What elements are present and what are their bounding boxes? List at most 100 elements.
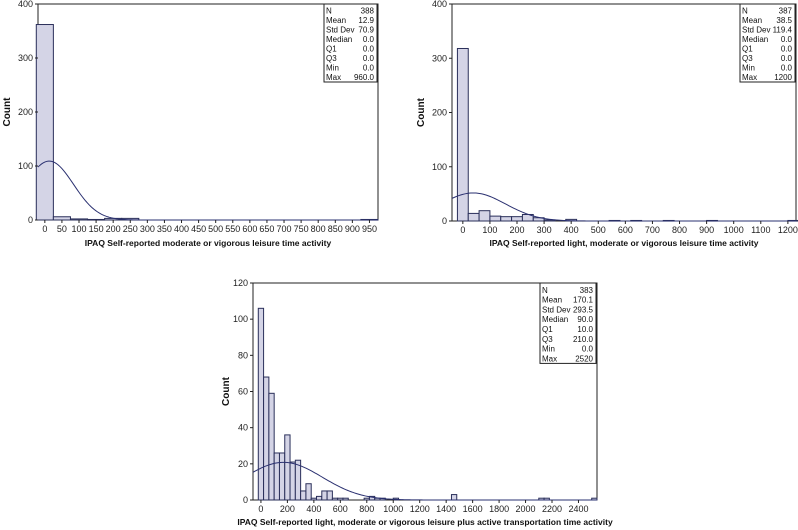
x-tick-label: 1400 <box>436 504 456 514</box>
stats-value: 383 <box>580 286 594 295</box>
stats-label: Min <box>326 64 339 73</box>
y-tick-label: 300 <box>18 53 33 63</box>
y-tick-label: 40 <box>238 423 248 433</box>
x-tick-label: 850 <box>328 224 343 234</box>
x-tick-label: 950 <box>362 224 377 234</box>
stats-label: N <box>542 286 548 295</box>
stats-value: 90.0 <box>577 315 593 324</box>
stats-label: Std Dev <box>326 26 354 35</box>
x-tick-label: 2400 <box>568 504 588 514</box>
x-tick-label: 200 <box>106 224 121 234</box>
stats-box <box>539 282 597 364</box>
x-tick-label: 150 <box>89 224 104 234</box>
histogram-bar <box>284 434 291 501</box>
y-tick-label: 0 <box>442 216 447 226</box>
x-tick-label: 600 <box>242 224 257 234</box>
stats-label: Min <box>542 345 555 354</box>
x-axis-label: IPAQ Self-reported light, moderate or vi… <box>489 238 758 248</box>
y-axis-label: Count <box>416 97 427 127</box>
x-axis-label: IPAQ Self-reported moderate or vigorous … <box>85 238 332 248</box>
histogram-bar <box>257 307 265 501</box>
x-tick-label: 300 <box>537 225 552 235</box>
x-tick-label: 400 <box>564 225 579 235</box>
histogram-bar <box>289 461 296 501</box>
stats-label: N <box>326 7 332 16</box>
x-tick-label: 2200 <box>542 504 562 514</box>
stats-label: Mean <box>742 16 762 25</box>
x-tick-label: 400 <box>306 504 321 514</box>
x-tick-label: 1000 <box>383 504 403 514</box>
normal-curve <box>252 461 597 501</box>
x-tick-label: 450 <box>191 224 206 234</box>
histogram-bar <box>263 376 270 501</box>
x-tick-label: 0 <box>258 504 263 514</box>
histogram-bar <box>543 219 556 222</box>
histogram-bar <box>52 216 71 221</box>
x-tick-label: 300 <box>140 224 155 234</box>
stats-label: Median <box>542 315 568 324</box>
x-tick-label: 100 <box>482 225 497 235</box>
stats-value: 293.5 <box>573 305 594 314</box>
x-tick-label: 400 <box>174 224 189 234</box>
histogram-bar <box>69 218 89 221</box>
x-tick-label: 600 <box>618 225 633 235</box>
stats-value: 170.1 <box>573 296 594 305</box>
x-tick-label: 800 <box>359 504 374 514</box>
x-tick-label: 0 <box>42 224 47 234</box>
x-tick-label: 900 <box>699 225 714 235</box>
y-tick-label: 400 <box>18 0 33 9</box>
stats-label: Std Dev <box>542 305 570 314</box>
histogram-bar <box>450 494 458 501</box>
stats-box <box>739 3 796 83</box>
stats-value: 119.4 <box>773 26 793 35</box>
stats-value: 0.0 <box>781 54 793 63</box>
y-tick-label: 300 <box>432 53 447 63</box>
histogram-bar <box>294 459 302 501</box>
x-tick-label: 100 <box>71 224 86 234</box>
stats-label: Mean <box>542 296 562 305</box>
stats-value: 0.0 <box>363 45 375 54</box>
stats-label: Max <box>326 73 341 82</box>
x-tick-label: 750 <box>294 224 309 234</box>
stats-value: 0.0 <box>781 35 793 44</box>
stats-value: 38.5 <box>776 16 792 25</box>
stats-label: Median <box>742 35 768 44</box>
y-tick-label: 60 <box>238 387 248 397</box>
x-tick-label: 200 <box>509 225 524 235</box>
y-tick-label: 0 <box>243 495 248 505</box>
stats-label: Q3 <box>326 54 337 63</box>
stats-value: 70.9 <box>358 26 374 35</box>
stats-label: Median <box>326 35 352 44</box>
x-tick-label: 50 <box>57 224 67 234</box>
histogram-bar <box>500 216 513 222</box>
y-axis-label: Count <box>2 97 13 127</box>
x-tick-label: 1600 <box>463 504 483 514</box>
stats-label: Q3 <box>742 54 753 63</box>
y-tick-label: 100 <box>432 162 447 172</box>
stats-value: 10.0 <box>577 325 593 334</box>
y-tick-label: 100 <box>18 161 33 171</box>
stats-value: 2520 <box>575 354 593 363</box>
y-tick-label: 200 <box>432 108 447 118</box>
histogram-bar <box>363 497 370 501</box>
histogram-bar <box>35 24 54 221</box>
x-tick-label: 900 <box>345 224 360 234</box>
stats-label: Q3 <box>542 335 553 344</box>
stats-value: 387 <box>779 7 793 16</box>
x-tick-label: 800 <box>672 225 687 235</box>
stats-value: 960.0 <box>354 73 375 82</box>
x-tick-label: 700 <box>645 225 660 235</box>
x-tick-label: 200 <box>280 504 295 514</box>
histogram-bar <box>268 392 275 501</box>
normal-curve <box>37 160 378 221</box>
x-tick-label: 1000 <box>724 225 744 235</box>
x-tick-label: 500 <box>591 225 606 235</box>
stats-label: N <box>742 7 748 16</box>
stats-value: 210.0 <box>573 335 594 344</box>
x-tick-label: 0 <box>460 225 465 235</box>
stats-label: Q1 <box>742 45 753 54</box>
x-tick-label: 250 <box>123 224 138 234</box>
y-tick-label: 100 <box>233 314 248 324</box>
